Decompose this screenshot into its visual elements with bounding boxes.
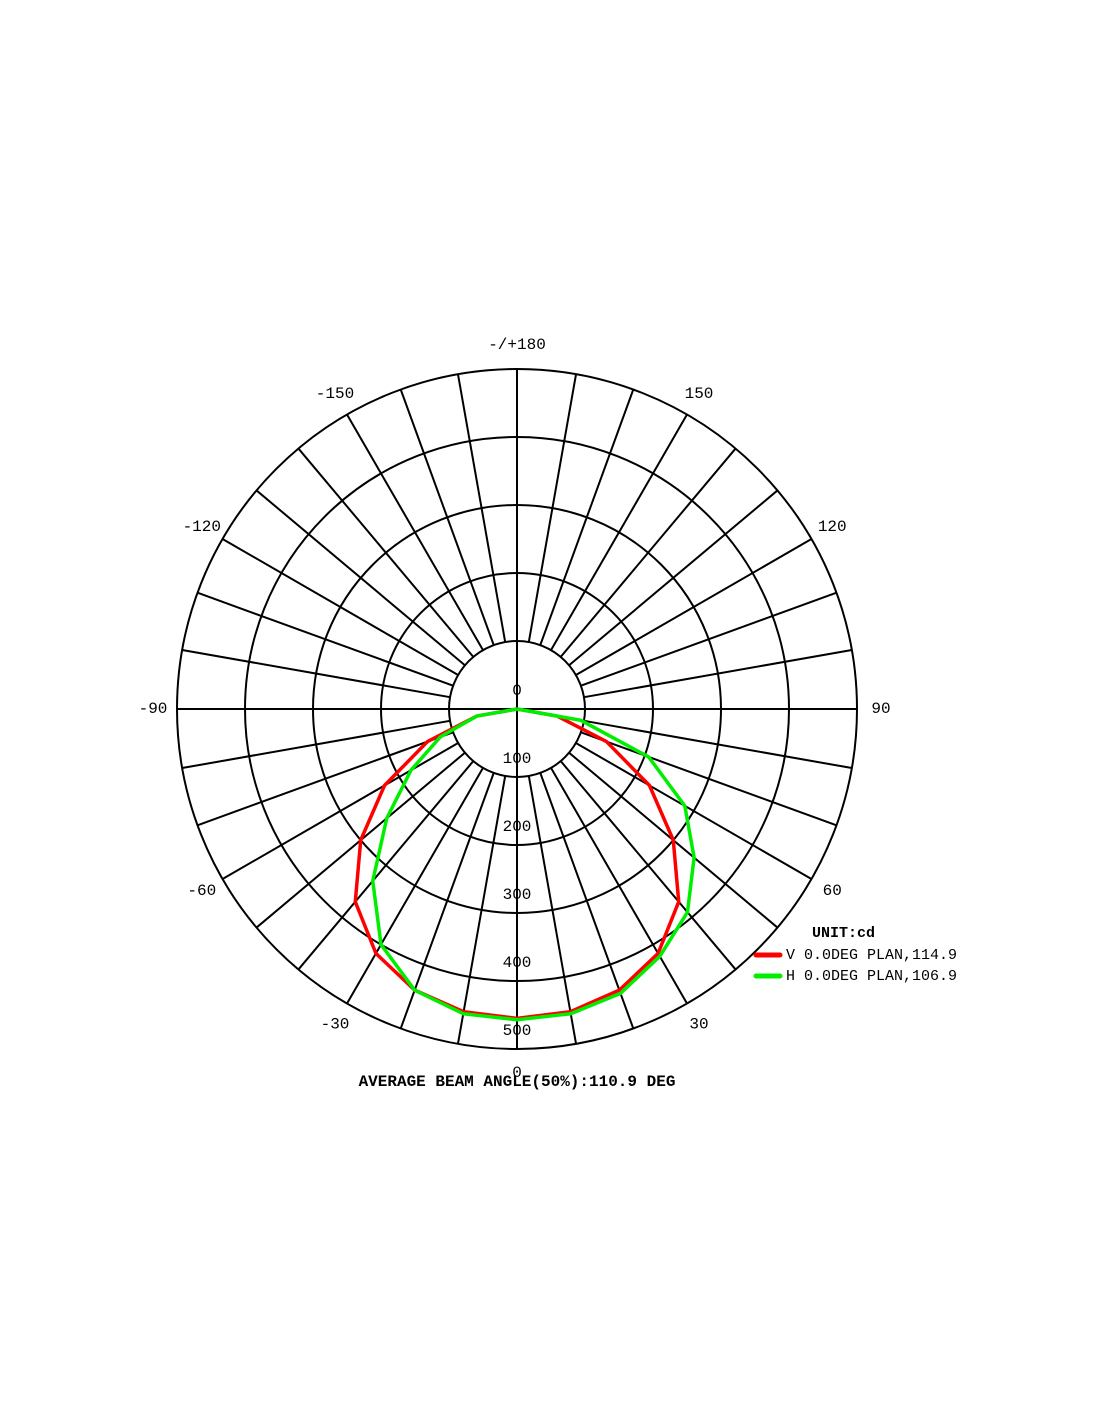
r-tick-label: 300 bbox=[503, 886, 532, 904]
legend-label: H 0.0DEG PLAN,106.9 bbox=[786, 968, 957, 985]
angle-tick-label: 60 bbox=[823, 882, 842, 900]
angle-tick-label: -120 bbox=[183, 518, 221, 536]
angle-tick-label: -30 bbox=[321, 1015, 350, 1033]
grid-circle bbox=[176, 368, 858, 1050]
angle-tick-label: 30 bbox=[689, 1015, 708, 1033]
series-line bbox=[371, 707, 696, 1022]
r-tick-label: 0 bbox=[512, 682, 522, 700]
r-tick-label: 400 bbox=[503, 954, 532, 972]
r-tick-label: 500 bbox=[503, 1022, 532, 1040]
angle-tick-label: 150 bbox=[685, 385, 714, 403]
angle-tick-label: -150 bbox=[316, 385, 354, 403]
angle-tick-label: 90 bbox=[871, 700, 890, 718]
angle-tick-label: 120 bbox=[818, 518, 847, 536]
angle-tick-label: -60 bbox=[187, 882, 216, 900]
r-tick-label: 200 bbox=[503, 818, 532, 836]
footer: AVERAGE BEAM ANGLE(50%):110.9 DEG bbox=[359, 1073, 676, 1091]
grid-circle bbox=[312, 504, 722, 914]
angle-tick-label: -90 bbox=[139, 700, 168, 718]
angle-tick-label: -/+180 bbox=[488, 336, 546, 354]
grid-circle bbox=[448, 640, 586, 778]
grid-circle bbox=[380, 572, 654, 846]
r-tick-label: 100 bbox=[503, 750, 532, 768]
angle-tick-label: 0 bbox=[512, 1064, 522, 1082]
legend-label: V 0.0DEG PLAN,114.9 bbox=[786, 947, 957, 964]
unit-label: UNIT:cd bbox=[812, 925, 875, 942]
grid-circle bbox=[244, 436, 790, 982]
